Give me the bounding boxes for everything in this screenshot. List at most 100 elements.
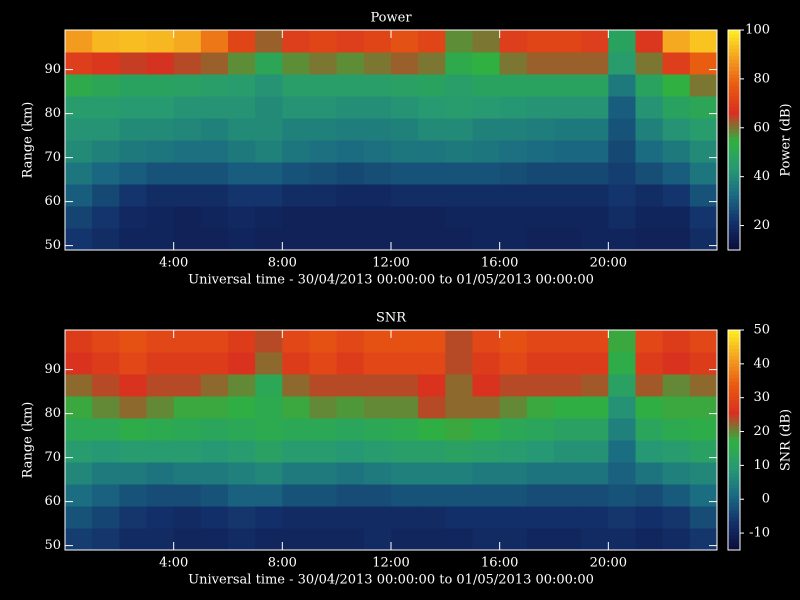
cell xyxy=(472,184,501,207)
cell xyxy=(608,396,636,419)
colorbar-step xyxy=(728,352,740,357)
colorbar-step xyxy=(728,228,740,233)
cell xyxy=(499,74,528,97)
cell xyxy=(92,506,120,529)
cell xyxy=(608,440,636,463)
cell xyxy=(554,184,582,207)
cell xyxy=(309,96,338,119)
cell xyxy=(228,484,256,507)
cell xyxy=(635,418,664,441)
colorbar-step xyxy=(728,355,740,360)
cell xyxy=(581,30,609,53)
cell xyxy=(336,52,365,75)
cell xyxy=(689,462,717,485)
cell xyxy=(445,184,473,207)
cell xyxy=(92,228,120,250)
cell xyxy=(173,330,202,353)
colorbar-step xyxy=(728,418,740,423)
cell xyxy=(282,462,310,485)
cell xyxy=(608,330,636,353)
colorbar-step xyxy=(728,88,740,93)
cell xyxy=(309,162,338,185)
colorbar-step xyxy=(728,410,740,415)
cell xyxy=(65,74,93,97)
y-tick-label: 90 xyxy=(44,62,61,77)
cell xyxy=(282,206,310,229)
cell xyxy=(282,162,310,185)
y-tick-label: 90 xyxy=(44,362,61,377)
cell xyxy=(92,74,120,97)
cell xyxy=(418,396,446,419)
cell xyxy=(119,162,147,185)
cell xyxy=(200,330,229,353)
cell xyxy=(689,352,717,375)
cell xyxy=(200,162,229,185)
cell xyxy=(255,374,283,397)
cell xyxy=(282,506,310,529)
cell xyxy=(391,162,419,185)
cell xyxy=(391,352,419,375)
cell xyxy=(173,96,202,119)
cell xyxy=(635,396,664,419)
cell xyxy=(228,96,256,119)
cell xyxy=(689,184,717,207)
cell xyxy=(255,330,283,353)
cell xyxy=(119,118,147,141)
cell xyxy=(146,396,175,419)
cell xyxy=(526,506,555,529)
cell xyxy=(92,462,120,485)
cell xyxy=(608,184,636,207)
cell xyxy=(200,374,229,397)
cell xyxy=(336,96,365,119)
chart-title: Power xyxy=(370,11,412,26)
cell xyxy=(391,74,419,97)
cell xyxy=(309,206,338,229)
cell xyxy=(336,352,365,375)
cell xyxy=(119,52,147,75)
cell xyxy=(200,184,229,207)
colorbar-step xyxy=(728,348,740,353)
cell xyxy=(418,528,446,550)
cell xyxy=(445,462,473,485)
cell xyxy=(92,30,120,53)
cell xyxy=(255,162,283,185)
cell xyxy=(581,228,609,250)
cell xyxy=(472,440,501,463)
cell xyxy=(581,418,609,441)
cell xyxy=(255,140,283,163)
colorbar-step xyxy=(728,74,740,79)
colorbar-step xyxy=(728,495,740,500)
colorbar-step xyxy=(728,147,740,152)
cell xyxy=(526,118,555,141)
cell xyxy=(65,330,93,353)
colorbar-step xyxy=(728,392,740,397)
cell xyxy=(526,184,555,207)
cell xyxy=(173,418,202,441)
colorbar-step xyxy=(728,235,740,240)
cell xyxy=(526,374,555,397)
cell xyxy=(200,528,229,550)
cell xyxy=(200,52,229,75)
cell xyxy=(499,484,528,507)
colorbar-step xyxy=(728,99,740,104)
cell xyxy=(282,484,310,507)
colorbar-step xyxy=(728,118,740,123)
cell xyxy=(309,528,338,550)
cell xyxy=(662,374,691,397)
cell xyxy=(119,74,147,97)
cell xyxy=(689,440,717,463)
cell xyxy=(499,396,528,419)
cell xyxy=(608,506,636,529)
cell xyxy=(526,330,555,353)
cell xyxy=(554,330,582,353)
cell xyxy=(445,330,473,353)
cell xyxy=(92,396,120,419)
colorbar-step xyxy=(728,440,740,445)
cell xyxy=(526,74,555,97)
cell xyxy=(92,440,120,463)
y-tick-label: 50 xyxy=(44,238,61,253)
cell xyxy=(689,506,717,529)
cell xyxy=(662,506,691,529)
plot-area xyxy=(65,330,717,550)
cell xyxy=(662,484,691,507)
